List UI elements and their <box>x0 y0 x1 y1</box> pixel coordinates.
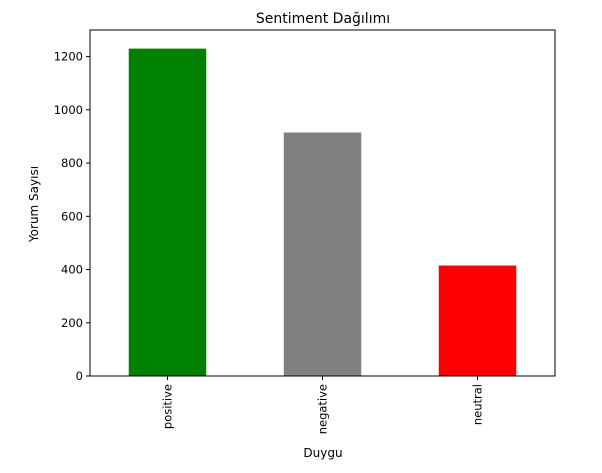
y-axis: 0 200 400 600 800 1000 1200 <box>54 50 90 383</box>
x-tick-label: positive <box>161 384 175 429</box>
bar-neutral <box>439 266 517 376</box>
chart-title: Sentiment Dağılımı <box>256 11 390 27</box>
y-axis-label: Yorum Sayısı <box>27 166 41 243</box>
y-tick-label: 0 <box>76 369 83 383</box>
x-tick-label: negative <box>316 384 330 434</box>
bars <box>129 49 517 376</box>
y-tick-label: 800 <box>61 156 83 170</box>
bar-positive <box>129 49 207 376</box>
y-tick-label: 600 <box>61 209 83 223</box>
y-tick-label: 400 <box>61 263 83 277</box>
y-tick-label: 1000 <box>54 103 83 117</box>
x-axis: positive negative neutral <box>161 376 485 434</box>
x-axis-label: Duygu <box>303 446 342 460</box>
bar-negative <box>284 132 362 376</box>
x-tick-label: neutral <box>471 384 485 425</box>
y-tick-label: 200 <box>61 316 83 330</box>
y-tick-label: 1200 <box>54 50 83 64</box>
